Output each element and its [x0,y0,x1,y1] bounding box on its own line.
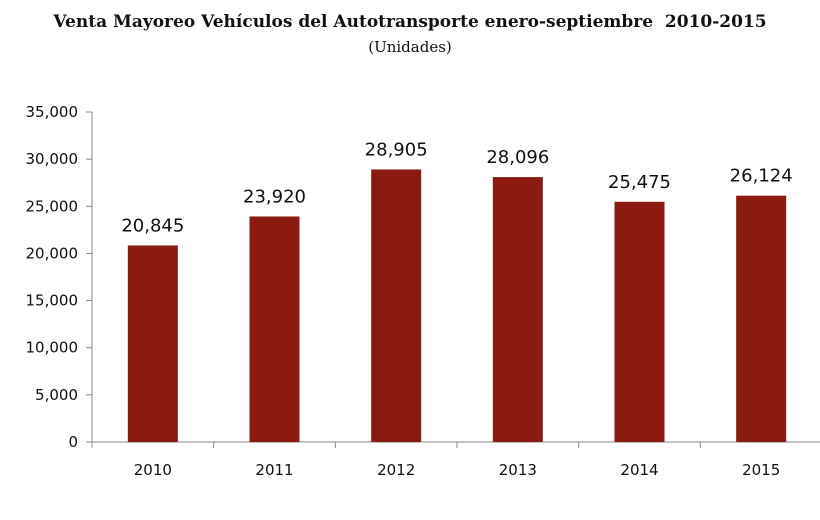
x-tick-label: 2010 [134,461,172,479]
y-tick-label: 30,000 [26,150,79,168]
bar-2014 [614,201,665,442]
y-tick-label: 20,000 [26,244,79,262]
y-tick-label: 35,000 [26,103,79,121]
y-tick-label: 0 [68,433,78,451]
x-tick-label: 2013 [499,461,537,479]
bar-value-label: 20,845 [121,215,184,236]
bar-2015 [736,195,787,442]
chart-title: Venta Mayoreo Vehículos del Autotranspor… [53,12,767,32]
x-tick-label: 2011 [255,461,293,479]
y-tick-label: 5,000 [35,386,78,404]
x-tick-label: 2012 [377,461,415,479]
x-tick-label: 2015 [742,461,780,479]
bar-value-label: 23,920 [243,186,306,207]
bar-2012 [371,169,422,442]
y-tick-label: 15,000 [26,292,79,310]
bar-2010 [127,245,178,442]
chart-subtitle: (Unidades) [368,38,452,56]
bar-value-label: 28,096 [486,147,549,168]
x-tick-label: 2014 [620,461,658,479]
y-tick-label: 10,000 [26,339,79,357]
bar-value-label: 25,475 [608,172,671,193]
bar-value-label: 28,905 [365,139,428,160]
bar-value-label: 26,124 [730,166,793,187]
y-tick-label: 25,000 [26,197,79,215]
bar-2011 [249,216,300,442]
bar-2013 [492,177,543,443]
